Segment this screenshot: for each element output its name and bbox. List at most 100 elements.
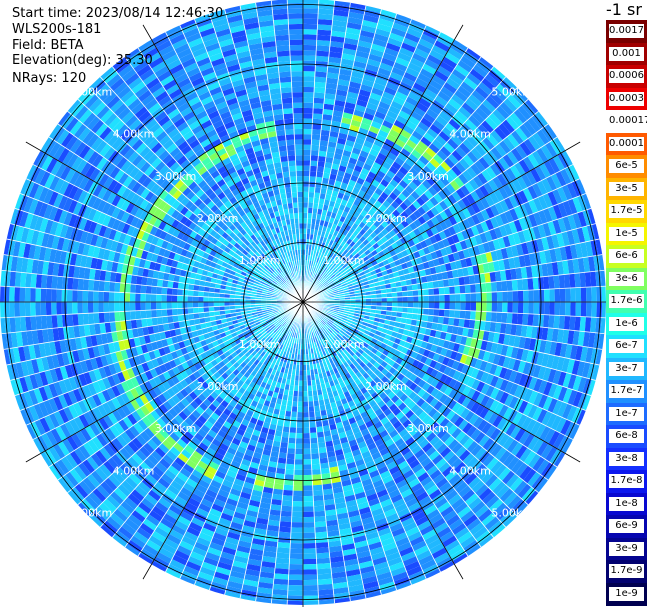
scan-cell [518, 217, 528, 231]
scan-cell [389, 71, 404, 82]
scan-cell [437, 90, 452, 103]
scan-cell [580, 241, 589, 258]
scan-cell [438, 110, 452, 123]
scan-cell [314, 262, 319, 268]
scan-cell [411, 177, 422, 187]
scan-cell [461, 102, 476, 115]
scan-cell [509, 164, 522, 179]
scan-cell [292, 501, 303, 507]
scan-cell [445, 245, 453, 255]
scan-cell [513, 64, 530, 80]
scan-cell [474, 556, 492, 571]
scan-cell [359, 150, 370, 159]
scan-cell [591, 286, 597, 302]
scan-cell [296, 427, 303, 434]
scan-cell [303, 537, 316, 544]
scan-cell [552, 204, 563, 220]
scan-cell [449, 42, 466, 56]
scan-cell [320, 134, 330, 142]
scan-cell [372, 242, 380, 250]
scan-cell [303, 233, 307, 240]
scan-cell [315, 531, 328, 538]
scan-cell [591, 223, 601, 240]
scan-cell [303, 13, 319, 20]
scan-cell [303, 506, 314, 512]
scan-cell [317, 568, 332, 575]
scan-cell [336, 257, 342, 264]
scan-cell [561, 231, 570, 247]
scan-cell [328, 178, 336, 186]
scan-cell [328, 56, 342, 64]
scan-cell [531, 150, 544, 166]
scan-cell [516, 176, 528, 191]
scan-cell [326, 146, 336, 154]
scan-cell [489, 91, 504, 106]
scan-cell [335, 94, 347, 102]
scan-cell [322, 273, 328, 279]
scan-cell [426, 83, 441, 96]
scan-cell [363, 140, 374, 149]
scan-cell [355, 225, 363, 233]
scan-cell [371, 143, 382, 153]
scan-cell [416, 196, 426, 207]
scan-cell [316, 171, 324, 178]
scan-cell [422, 261, 430, 270]
scan-cell [379, 62, 394, 72]
scan-cell [457, 126, 470, 139]
scan-cell [399, 274, 406, 282]
scan-cell [310, 448, 319, 454]
scan-cell [429, 157, 441, 169]
scan-cell [357, 40, 373, 49]
scan-cell [451, 149, 463, 162]
scan-cell [369, 238, 377, 246]
scan-cell [360, 185, 369, 193]
scan-cell [297, 406, 303, 413]
scan-cell [303, 244, 307, 250]
scan-cell [505, 167, 517, 182]
scan-cell [443, 21, 461, 34]
scan-cell [422, 63, 437, 75]
scan-cell [465, 257, 473, 268]
scan-cell [303, 553, 317, 560]
scan-cell [391, 161, 402, 171]
scan-cell [364, 107, 377, 116]
scan-cell [362, 73, 376, 83]
scan-cell [297, 396, 303, 402]
scan-cell [278, 531, 291, 538]
scan-cell [566, 182, 578, 199]
scan-cell [303, 55, 316, 61]
scan-cell [315, 542, 329, 549]
scan-cell [310, 155, 319, 162]
scan-cell [494, 143, 507, 158]
scan-cell [557, 217, 567, 233]
scan-cell [527, 185, 538, 200]
scan-cell [452, 38, 469, 52]
scan-cell [360, 252, 367, 259]
scan-cell [544, 249, 552, 264]
scan-cell [462, 169, 473, 182]
scan-cell [313, 97, 325, 104]
scan-cell [319, 285, 325, 290]
scan-cell [498, 186, 509, 200]
scan-cell [373, 139, 384, 148]
scan-cell [536, 129, 550, 145]
scan-cell [314, 71, 328, 78]
scan-cell [346, 238, 353, 245]
scan-cell [425, 228, 434, 238]
scan-cell [384, 156, 395, 166]
scan-cell [330, 125, 341, 133]
scan-cell [319, 247, 324, 254]
scan-cell [561, 476, 576, 494]
scan-cell [342, 273, 349, 279]
scan-cell [190, 591, 208, 602]
scan-cell [366, 130, 378, 140]
scan-cell [417, 263, 425, 271]
scan-cell [446, 270, 454, 280]
scan-cell [348, 11, 365, 20]
scan-cell [466, 151, 479, 164]
scan-cell [522, 278, 529, 291]
scan-cell [288, 564, 303, 570]
scan-cell [160, 577, 178, 590]
scan-cell [309, 176, 317, 182]
scan-cell [380, 178, 390, 188]
